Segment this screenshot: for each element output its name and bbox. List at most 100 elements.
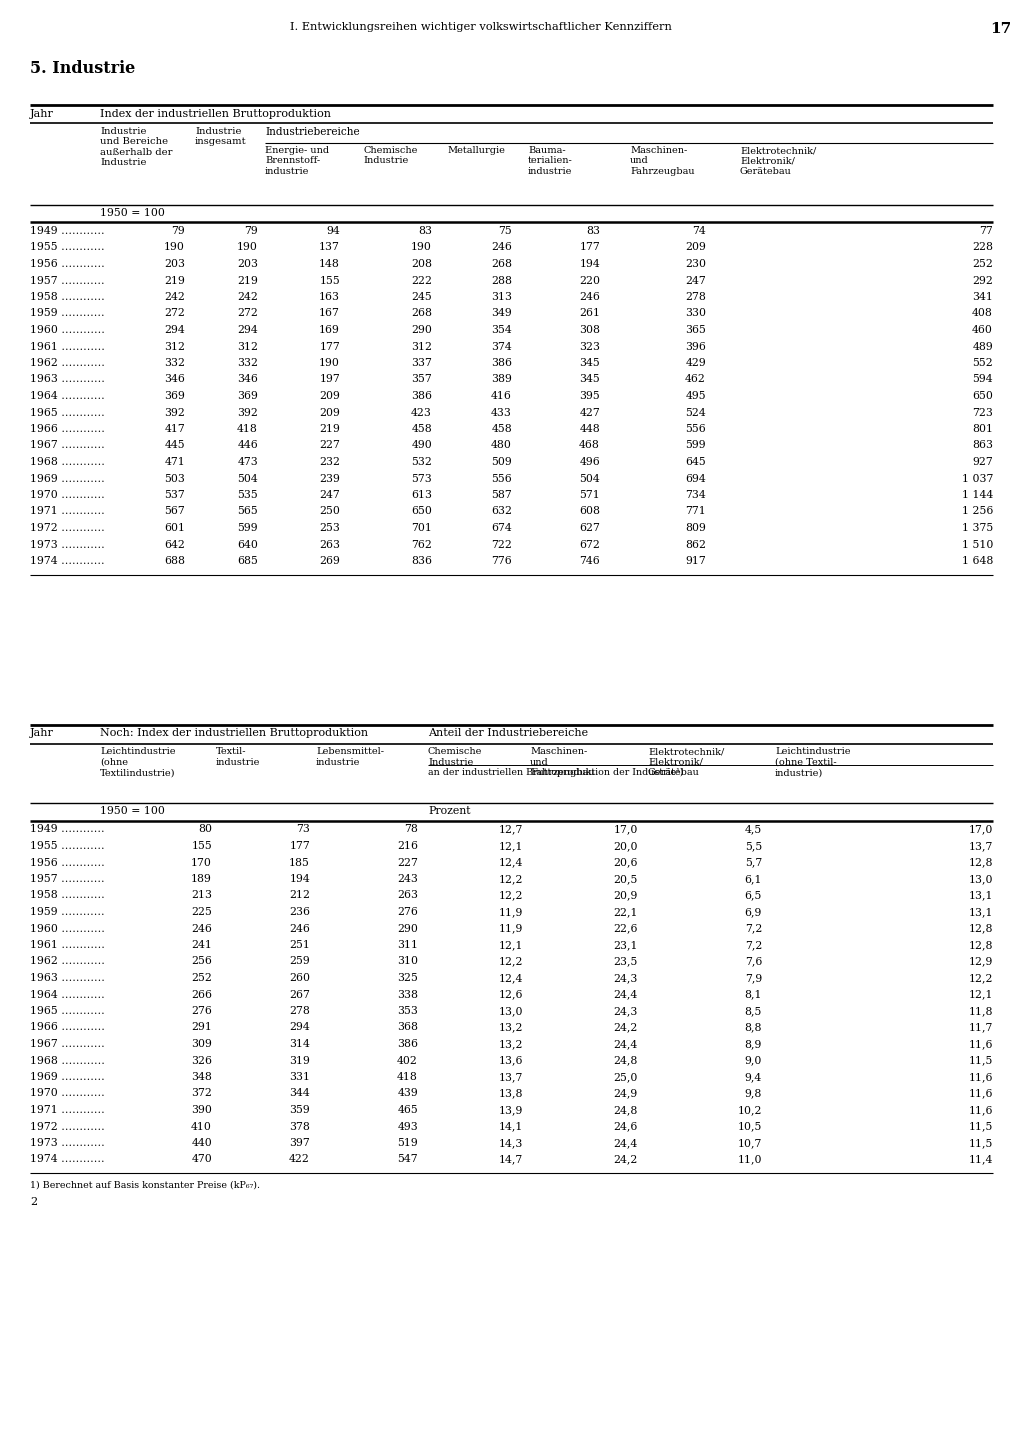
Text: 313: 313 <box>490 292 512 302</box>
Text: 1964 …………: 1964 ………… <box>30 391 104 401</box>
Text: 312: 312 <box>164 342 185 352</box>
Text: 1971 …………: 1971 ………… <box>30 507 104 517</box>
Text: 509: 509 <box>492 456 512 467</box>
Text: 1960 …………: 1960 ………… <box>30 923 104 933</box>
Text: 247: 247 <box>319 489 340 499</box>
Text: 1961 …………: 1961 ………… <box>30 342 104 352</box>
Text: 10,5: 10,5 <box>737 1122 762 1132</box>
Text: 496: 496 <box>580 456 600 467</box>
Text: 24,2: 24,2 <box>613 1023 638 1033</box>
Text: 12,2: 12,2 <box>499 956 523 966</box>
Text: 167: 167 <box>319 309 340 319</box>
Text: 250: 250 <box>319 507 340 517</box>
Text: 608: 608 <box>579 507 600 517</box>
Text: 276: 276 <box>191 1006 212 1016</box>
Text: 78: 78 <box>404 824 418 834</box>
Text: 460: 460 <box>972 325 993 335</box>
Text: 862: 862 <box>685 539 706 550</box>
Text: 77: 77 <box>979 226 993 236</box>
Text: 567: 567 <box>164 507 185 517</box>
Text: 216: 216 <box>397 841 418 851</box>
Text: 504: 504 <box>580 474 600 484</box>
Text: 13,1: 13,1 <box>969 907 993 917</box>
Text: 386: 386 <box>490 358 512 368</box>
Text: 213: 213 <box>191 890 212 900</box>
Text: Jahr: Jahr <box>30 728 54 738</box>
Text: 6,1: 6,1 <box>744 874 762 884</box>
Text: 734: 734 <box>685 489 706 499</box>
Text: 222: 222 <box>411 276 432 286</box>
Text: 468: 468 <box>580 441 600 451</box>
Text: 294: 294 <box>238 325 258 335</box>
Text: 369: 369 <box>238 391 258 401</box>
Text: 1 256: 1 256 <box>962 507 993 517</box>
Text: 14,7: 14,7 <box>499 1155 523 1165</box>
Text: Leichtindustrie
(ohne Textil-
industrie): Leichtindustrie (ohne Textil- industrie) <box>775 747 851 777</box>
Text: 169: 169 <box>319 325 340 335</box>
Text: 458: 458 <box>412 424 432 434</box>
Text: 194: 194 <box>580 259 600 269</box>
Text: 6,5: 6,5 <box>744 890 762 900</box>
Text: Lebensmittel-
industrie: Lebensmittel- industrie <box>316 747 384 767</box>
Text: 79: 79 <box>245 226 258 236</box>
Text: 535: 535 <box>238 489 258 499</box>
Text: 601: 601 <box>164 522 185 532</box>
Text: 290: 290 <box>397 923 418 933</box>
Text: 1971 …………: 1971 ………… <box>30 1105 104 1115</box>
Text: 209: 209 <box>685 242 706 252</box>
Text: 239: 239 <box>319 474 340 484</box>
Text: Noch: Index der industriellen Bruttoproduktion: Noch: Index der industriellen Bruttoprod… <box>100 728 368 738</box>
Text: 1) Berechnet auf Basis konstanter Preise (kP₆₇).: 1) Berechnet auf Basis konstanter Preise… <box>30 1181 260 1191</box>
Text: 292: 292 <box>972 276 993 286</box>
Text: 599: 599 <box>238 522 258 532</box>
Text: 390: 390 <box>191 1105 212 1115</box>
Text: 674: 674 <box>492 522 512 532</box>
Text: 266: 266 <box>191 989 212 999</box>
Text: 246: 246 <box>492 242 512 252</box>
Text: 353: 353 <box>397 1006 418 1016</box>
Text: 386: 386 <box>411 391 432 401</box>
Text: 480: 480 <box>492 441 512 451</box>
Text: 209: 209 <box>319 408 340 418</box>
Text: 246: 246 <box>191 923 212 933</box>
Text: 599: 599 <box>685 441 706 451</box>
Text: 137: 137 <box>319 242 340 252</box>
Text: 458: 458 <box>492 424 512 434</box>
Text: 422: 422 <box>289 1155 310 1165</box>
Text: 1 648: 1 648 <box>962 557 993 567</box>
Text: 185: 185 <box>289 857 310 867</box>
Text: 386: 386 <box>397 1039 418 1049</box>
Text: 1964 …………: 1964 ………… <box>30 989 104 999</box>
Text: 470: 470 <box>191 1155 212 1165</box>
Text: 433: 433 <box>492 408 512 418</box>
Text: 24,8: 24,8 <box>613 1056 638 1066</box>
Text: 11,6: 11,6 <box>969 1039 993 1049</box>
Text: 155: 155 <box>191 841 212 851</box>
Text: 219: 219 <box>319 424 340 434</box>
Text: 12,4: 12,4 <box>499 857 523 867</box>
Text: 1972 …………: 1972 ………… <box>30 1122 104 1132</box>
Text: 290: 290 <box>411 325 432 335</box>
Text: 337: 337 <box>411 358 432 368</box>
Text: Bauma-
terialien-
industrie: Bauma- terialien- industrie <box>528 146 572 176</box>
Text: 650: 650 <box>972 391 993 401</box>
Text: 314: 314 <box>289 1039 310 1049</box>
Text: 17,0: 17,0 <box>613 824 638 834</box>
Text: 12,9: 12,9 <box>969 956 993 966</box>
Text: 190: 190 <box>164 242 185 252</box>
Text: 7,2: 7,2 <box>744 923 762 933</box>
Text: 8,8: 8,8 <box>744 1023 762 1033</box>
Text: 809: 809 <box>685 522 706 532</box>
Text: 565: 565 <box>238 507 258 517</box>
Text: 219: 219 <box>164 276 185 286</box>
Text: Energie- und
Brennstoff-
industrie: Energie- und Brennstoff- industrie <box>265 146 329 176</box>
Text: 246: 246 <box>289 923 310 933</box>
Text: 278: 278 <box>289 1006 310 1016</box>
Text: 1973 …………: 1973 ………… <box>30 1138 104 1148</box>
Text: 268: 268 <box>490 259 512 269</box>
Text: 493: 493 <box>397 1122 418 1132</box>
Text: Prozent: Prozent <box>428 807 470 817</box>
Text: 17,0: 17,0 <box>969 824 993 834</box>
Text: 1955 …………: 1955 ………… <box>30 841 104 851</box>
Text: 14,3: 14,3 <box>499 1138 523 1148</box>
